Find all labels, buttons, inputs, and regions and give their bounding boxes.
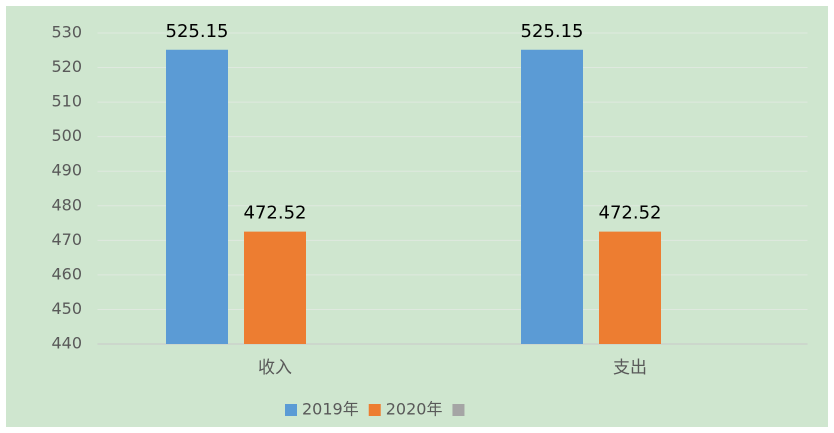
value-label: 472.52 xyxy=(244,203,307,224)
y-tick-label: 510 xyxy=(51,92,82,111)
value-label: 525.15 xyxy=(166,21,229,42)
bar xyxy=(244,231,306,344)
value-label: 525.15 xyxy=(521,21,584,42)
legend-label: 2019年 xyxy=(302,400,359,419)
y-tick-label: 480 xyxy=(51,195,82,214)
x-tick-label: 收入 xyxy=(258,358,292,378)
y-tick-label: 440 xyxy=(51,334,82,353)
legend-label: 2020年 xyxy=(386,400,443,419)
x-tick-label: 支出 xyxy=(613,358,647,378)
y-tick-label: 460 xyxy=(51,264,82,283)
bar xyxy=(166,49,228,344)
bar xyxy=(599,231,661,344)
y-tick-label: 520 xyxy=(51,57,82,76)
legend-swatch xyxy=(285,404,297,416)
legend-swatch xyxy=(368,404,381,416)
y-tick-label: 500 xyxy=(51,126,82,145)
y-tick-label: 530 xyxy=(51,23,82,42)
value-label: 472.52 xyxy=(599,203,662,224)
y-tick-label: 490 xyxy=(51,161,82,180)
chart-background xyxy=(6,6,828,427)
legend-swatch xyxy=(452,404,465,416)
y-tick-label: 470 xyxy=(51,230,82,249)
y-tick-label: 450 xyxy=(51,299,82,318)
bar xyxy=(521,49,583,344)
